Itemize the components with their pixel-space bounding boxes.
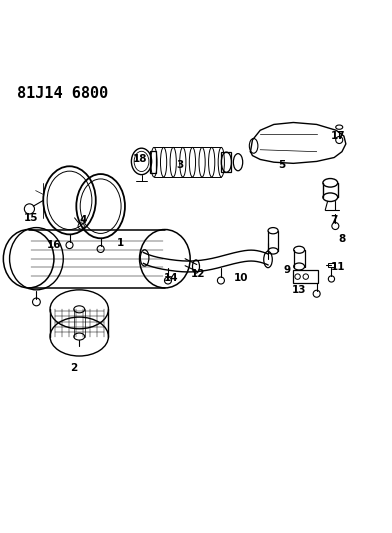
Text: 10: 10 (234, 273, 248, 283)
Bar (292, 270, 318, 283)
Text: 11: 11 (331, 262, 345, 271)
Text: 2: 2 (70, 362, 77, 373)
Text: 12: 12 (191, 269, 205, 279)
Text: 18: 18 (132, 155, 147, 165)
Text: 3: 3 (177, 160, 184, 171)
Text: 16: 16 (47, 240, 61, 250)
Text: 5: 5 (278, 160, 285, 171)
Bar (150, 151, 156, 173)
Text: 1: 1 (116, 238, 124, 248)
Text: 4: 4 (80, 215, 87, 225)
Text: 9: 9 (284, 265, 291, 276)
Text: 8: 8 (338, 235, 346, 244)
Text: 14: 14 (163, 273, 178, 283)
Bar (328, 263, 334, 267)
Text: 13: 13 (292, 285, 307, 295)
Text: 17: 17 (331, 131, 345, 141)
Text: 81J14 6800: 81J14 6800 (17, 85, 108, 101)
Text: 15: 15 (24, 213, 38, 223)
Bar (221, 152, 231, 172)
Text: 7: 7 (330, 215, 338, 225)
